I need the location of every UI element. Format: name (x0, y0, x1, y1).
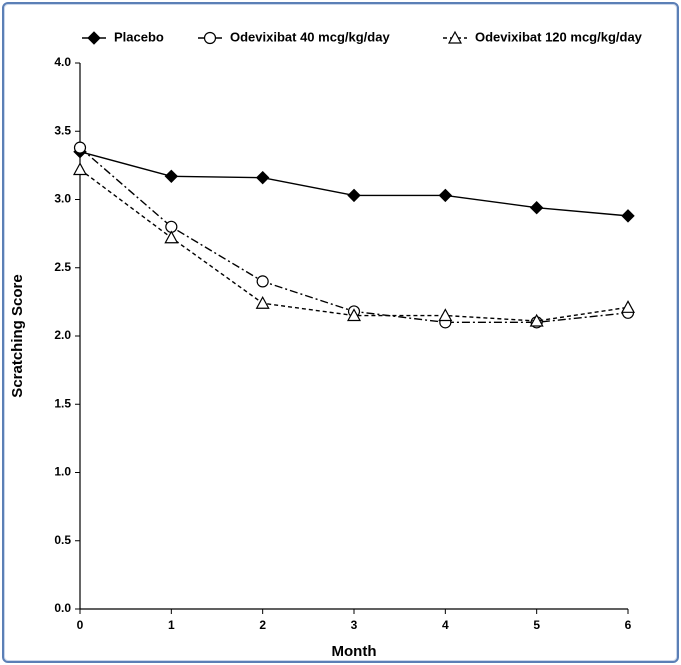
marker (438, 308, 453, 322)
marker (620, 300, 636, 313)
marker (438, 188, 453, 203)
x-axis-title: Month (332, 643, 377, 660)
y-tick-label: 2.5 (54, 260, 71, 274)
marker (255, 295, 270, 309)
marker (73, 141, 87, 154)
x-tick-label: 2 (259, 618, 266, 632)
legend-label: Odevixibat 120 mcg/kg/day (475, 29, 643, 44)
x-tick-label: 1 (168, 618, 175, 632)
x-tick-label: 3 (351, 618, 358, 632)
marker (255, 170, 270, 185)
y-tick-label: 3.5 (54, 123, 71, 137)
y-tick-label: 4.0 (54, 55, 71, 69)
y-tick-label: 0.0 (54, 601, 71, 615)
legend-marker (203, 31, 217, 45)
y-axis-title: Scratching Score (9, 274, 26, 397)
y-tick-label: 0.5 (54, 533, 71, 547)
marker (346, 308, 362, 322)
marker (529, 200, 544, 215)
marker (256, 275, 269, 288)
x-tick-label: 6 (625, 618, 632, 632)
legend-marker (87, 31, 101, 45)
y-tick-label: 2.0 (54, 328, 71, 342)
marker (347, 188, 361, 203)
y-tick-label: 1.5 (54, 396, 71, 410)
series-line (79, 151, 629, 217)
marker (164, 169, 179, 184)
x-tick-label: 0 (77, 618, 84, 632)
y-tick-label: 1.0 (54, 465, 71, 479)
marker (621, 209, 635, 223)
x-tick-label: 5 (533, 618, 540, 632)
marker (529, 313, 544, 327)
legend-label: Placebo (114, 29, 164, 44)
legend-label: Odevixibat 40 mcg/kg/day (230, 29, 390, 44)
y-tick-label: 3.0 (54, 192, 71, 206)
marker (164, 230, 179, 244)
x-tick-label: 4 (442, 618, 449, 632)
marker (72, 162, 88, 176)
legend-marker (447, 30, 463, 44)
